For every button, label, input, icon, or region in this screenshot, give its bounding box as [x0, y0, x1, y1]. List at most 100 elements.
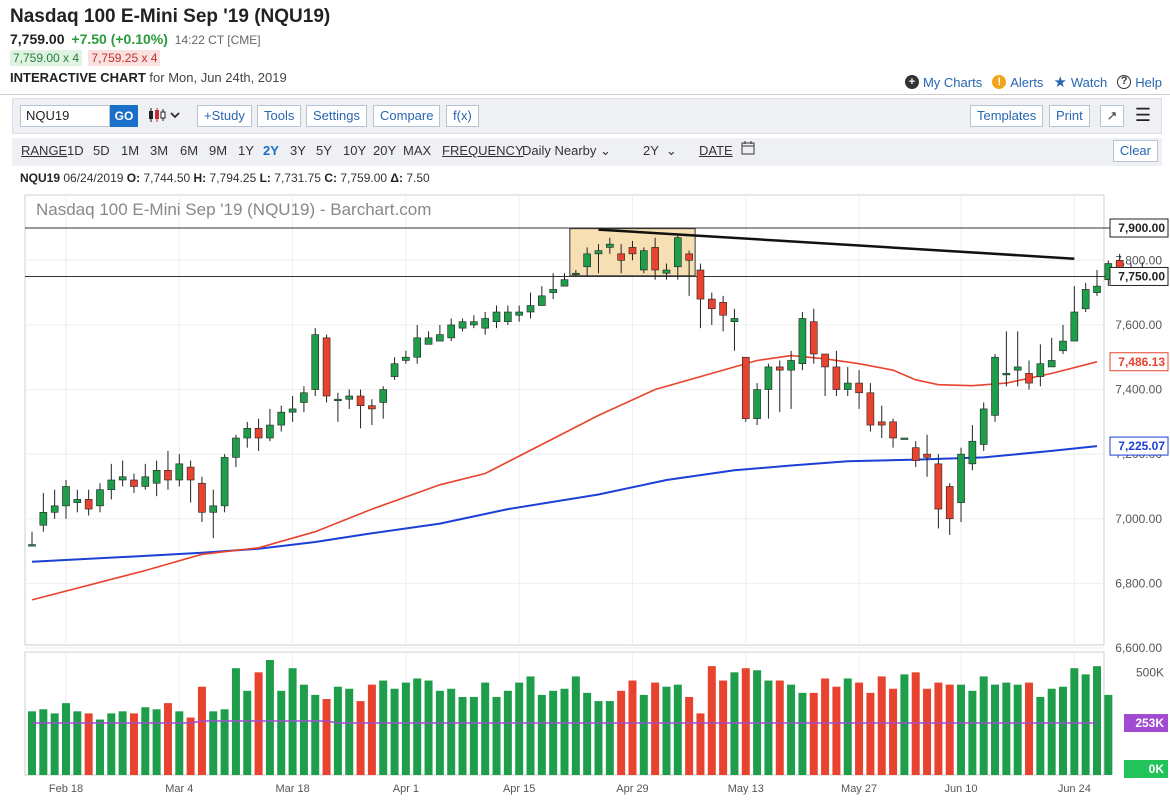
candle: [390, 363, 399, 377]
volume-bar: [481, 682, 490, 775]
candle: [798, 318, 807, 364]
expand-icon[interactable]: ↗: [1100, 105, 1124, 127]
settings-button[interactable]: Settings: [306, 105, 367, 127]
ask-badge: 7,759.25 x 4: [88, 50, 161, 66]
range-2y[interactable]: 2Y: [263, 143, 279, 158]
ohlc-delta: 7.50: [406, 171, 430, 185]
volume-bar: [923, 688, 932, 775]
frequency-select[interactable]: Daily Nearby ⌄: [522, 143, 611, 159]
candle: [979, 408, 988, 445]
y-tick-label: 6,800.00: [1115, 576, 1162, 590]
volume-bar: [560, 688, 569, 775]
candle: [50, 505, 59, 513]
y-tick-label: 7,400.00: [1115, 383, 1162, 397]
ma50-line: [31, 354, 1098, 601]
volume-bar: [503, 690, 512, 775]
top-links: + My Charts ! Alerts ★ Watch ? Help: [904, 73, 1162, 91]
volume-tick-label: 0K: [1149, 762, 1165, 776]
page-title: Nasdaq 100 E-Mini Sep '19 (NQU19): [10, 6, 331, 27]
help-icon: ?: [1117, 75, 1132, 89]
study-button[interactable]: +Study: [197, 105, 252, 127]
my-charts-link[interactable]: + My Charts: [904, 75, 982, 90]
range-5d[interactable]: 5D: [93, 143, 110, 158]
volume-bar: [209, 711, 218, 775]
watch-label: Watch: [1070, 74, 1108, 90]
candle: [640, 250, 648, 271]
y-tick-label: 6,600.00: [1115, 641, 1162, 655]
clear-button[interactable]: Clear: [1112, 140, 1158, 162]
price-line: 7,759.00 +7.50 (+0.10%) 14:22 CT [CME]: [10, 31, 330, 47]
candle: [96, 489, 104, 507]
volume-bar: [175, 711, 184, 775]
volume-bar: [583, 692, 592, 775]
volume-bar: [957, 684, 966, 775]
date-label[interactable]: DATE: [699, 143, 733, 158]
x-tick-label: Jun 10: [945, 783, 978, 795]
alerts-link[interactable]: ! Alerts: [992, 75, 1043, 90]
volume-bar: [968, 690, 977, 775]
header: Nasdaq 100 E-Mini Sep '19 (NQU19) 7,759.…: [10, 6, 330, 85]
range-20y[interactable]: 20Y: [373, 143, 397, 158]
range-3y[interactable]: 3Y: [290, 143, 306, 158]
range-1y[interactable]: 1Y: [238, 143, 254, 158]
range-5y[interactable]: 5Y: [316, 143, 332, 158]
candle: [28, 544, 36, 547]
range-6m[interactable]: 6M: [180, 143, 199, 158]
chart-type-button[interactable]: [145, 105, 183, 127]
candle: [583, 253, 591, 268]
watch-link[interactable]: ★ Watch: [1053, 73, 1107, 91]
range-10y[interactable]: 10Y: [343, 143, 367, 158]
range-3m[interactable]: 3M: [150, 143, 169, 158]
y-tick-label: 7,000.00: [1115, 512, 1162, 526]
symbol-input[interactable]: NQU19: [20, 105, 110, 127]
candle: [1013, 366, 1022, 371]
range-max[interactable]: MAX: [403, 143, 432, 158]
volume-average-line: [32, 720, 1097, 724]
period-select[interactable]: 2Y ⌄: [643, 143, 677, 159]
candle: [889, 421, 897, 439]
help-link[interactable]: ? Help: [1117, 75, 1162, 90]
candle: [753, 389, 761, 419]
candle: [186, 466, 195, 481]
candle: [934, 463, 943, 510]
help-label: Help: [1135, 74, 1162, 90]
chart-subtitle: INTERACTIVE CHART for Mon, Jun 24th, 201…: [10, 70, 330, 85]
print-button[interactable]: Print: [1049, 105, 1090, 127]
volume-bar: [1002, 682, 1011, 775]
price-chart[interactable]: Feb 18 Mar 4 Mar 18 Apr 1 Apr 15 Apr 29 May 13…: [0, 190, 1170, 802]
candle: [39, 512, 48, 526]
volume-bar: [617, 690, 626, 775]
candle: [515, 311, 523, 316]
candle: [198, 482, 206, 513]
volume-bar: [934, 682, 943, 775]
menu-icon[interactable]: ☰: [1134, 105, 1152, 125]
candle: [900, 437, 909, 440]
volume-bar: [685, 696, 694, 775]
quote-time: 14:22 CT [CME]: [174, 33, 261, 47]
range-9m[interactable]: 9M: [209, 143, 228, 158]
tools-button[interactable]: Tools: [257, 105, 302, 127]
volume-bar: [435, 690, 444, 775]
frequency-value: Daily Nearby: [522, 143, 597, 158]
go-button[interactable]: GO: [110, 105, 138, 127]
templates-button[interactable]: Templates: [970, 105, 1044, 127]
candle: [560, 279, 569, 287]
compare-button[interactable]: Compare: [373, 105, 441, 127]
volume-bar: [277, 690, 286, 775]
range-1d[interactable]: 1D: [67, 143, 84, 158]
x-tick-label: Apr 29: [616, 783, 648, 795]
volume-bar: [424, 680, 433, 775]
candle: [300, 392, 308, 403]
candle: [877, 421, 886, 426]
candle: [368, 405, 376, 410]
chart-date: for Mon, Jun 24th, 2019: [149, 70, 287, 85]
calendar-icon[interactable]: [741, 141, 755, 158]
volume-tick-label: 253K: [1135, 716, 1164, 730]
candle: [923, 453, 931, 458]
fx-button[interactable]: f(x): [446, 105, 479, 127]
ohlc-open: 7,744.50: [143, 171, 191, 185]
volume-bar: [719, 680, 728, 775]
range-1m[interactable]: 1M: [121, 143, 140, 158]
volume-bar: [413, 678, 422, 775]
candle: [628, 247, 637, 255]
